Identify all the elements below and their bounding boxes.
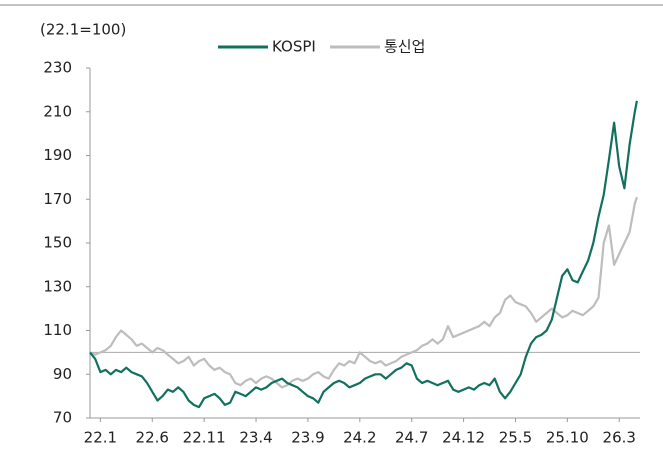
y-tick-label: 230 [43,59,72,77]
legend-label: KOSPI [272,38,316,56]
y-tick-label: 70 [53,409,72,427]
series-line [89,196,638,389]
x-tick-label: 23.9 [291,429,324,447]
x-tick-label: 26.3 [603,429,636,447]
y-tick-label: 170 [43,190,72,208]
x-tick-label: 22.11 [183,429,226,447]
x-tick-label: 25.5 [499,429,532,447]
y-tick-label: 90 [53,365,72,383]
x-tick-label: 24.12 [442,429,485,447]
y-tick-label: 130 [43,277,72,295]
x-tick-label: 22.1 [84,429,117,447]
y-tick-label: 110 [43,321,72,339]
x-tick-label: 25.10 [546,429,589,447]
y-tick-label: 150 [43,234,72,252]
x-tick-label: 23.4 [239,429,272,447]
x-tick-label: 24.7 [395,429,428,447]
unit-label: (22.1=100) [40,21,126,39]
y-tick-label: 210 [43,102,72,120]
x-tick-label: 22.6 [136,429,169,447]
y-tick-label: 190 [43,146,72,164]
legend-label: 통신업 [384,38,425,56]
x-tick-label: 24.2 [343,429,376,447]
series-line [89,100,638,409]
